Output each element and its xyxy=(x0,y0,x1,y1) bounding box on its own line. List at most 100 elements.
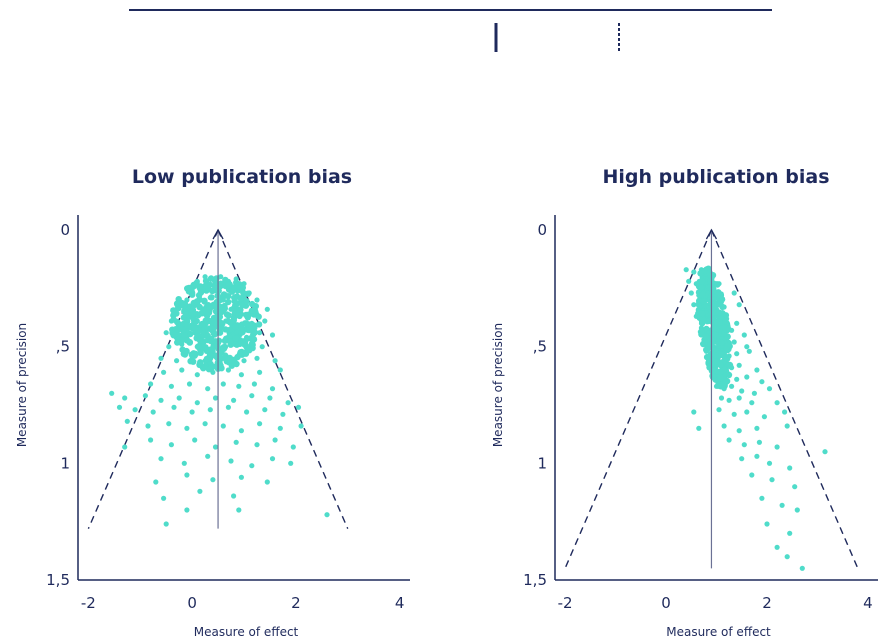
study-point xyxy=(109,390,115,396)
study-point xyxy=(194,343,202,350)
study-point xyxy=(171,404,177,410)
study-point xyxy=(324,512,330,518)
funnel-left-boundary xyxy=(564,229,713,569)
study-point xyxy=(241,339,249,347)
y-tick-label: 1 xyxy=(537,454,547,472)
study-point xyxy=(722,354,730,362)
study-point xyxy=(207,337,215,345)
study-point xyxy=(193,298,201,305)
study-point xyxy=(216,353,223,360)
study-point xyxy=(794,507,800,513)
study-point xyxy=(217,303,224,311)
study-point xyxy=(238,428,244,434)
study-point xyxy=(713,281,720,288)
study-point xyxy=(759,379,765,385)
funnel-left-boundary xyxy=(87,229,219,529)
study-point xyxy=(224,317,232,325)
study-point xyxy=(248,300,256,308)
study-point xyxy=(764,521,770,527)
study-point xyxy=(237,324,245,331)
study-point xyxy=(269,332,276,338)
study-point xyxy=(822,449,828,455)
study-point xyxy=(726,397,732,403)
study-point xyxy=(196,361,203,368)
study-point xyxy=(267,395,273,401)
study-point xyxy=(148,381,154,387)
study-point xyxy=(237,295,244,302)
study-point xyxy=(706,284,714,291)
study-point xyxy=(209,287,216,294)
study-point xyxy=(779,502,785,508)
study-point xyxy=(172,326,180,333)
y-tick-label: 0 xyxy=(537,221,547,239)
study-point xyxy=(232,335,240,342)
study-point xyxy=(700,298,708,305)
study-point xyxy=(688,290,694,296)
study-point xyxy=(236,284,244,291)
study-point xyxy=(686,278,692,284)
study-point xyxy=(288,460,294,466)
study-point xyxy=(784,423,790,429)
study-point xyxy=(721,423,727,429)
study-point xyxy=(799,565,805,571)
arrow-head-icon xyxy=(212,228,224,240)
y-tick-label: ,5 xyxy=(56,338,70,356)
study-point xyxy=(210,477,216,483)
study-point xyxy=(234,306,242,313)
study-point xyxy=(142,393,148,399)
study-point xyxy=(761,414,768,420)
x-tick-label: -2 xyxy=(81,594,96,612)
study-point xyxy=(251,329,258,336)
study-point xyxy=(226,338,234,345)
study-point xyxy=(214,313,221,320)
study-point xyxy=(179,367,185,373)
study-point xyxy=(698,310,706,317)
x-tick-label: 2 xyxy=(762,594,772,612)
study-point xyxy=(729,383,735,389)
study-point xyxy=(163,330,169,336)
study-point xyxy=(209,363,217,370)
study-point xyxy=(683,267,689,273)
study-point xyxy=(161,369,167,375)
study-point xyxy=(161,495,167,501)
y-axis-label: Measure of precision xyxy=(15,323,29,447)
study-point xyxy=(203,355,211,363)
study-point xyxy=(196,303,203,311)
study-point xyxy=(188,289,196,296)
x-tick-label: 0 xyxy=(187,594,197,612)
study-point xyxy=(736,428,742,434)
chart-title: Low publication bias xyxy=(132,166,352,188)
y-tick-label: 0 xyxy=(60,221,70,239)
study-point xyxy=(240,289,247,297)
study-point xyxy=(163,521,169,527)
study-point xyxy=(787,465,793,471)
study-point xyxy=(711,325,718,332)
study-point xyxy=(250,336,258,343)
study-point xyxy=(132,407,138,413)
study-point xyxy=(202,421,208,427)
study-point xyxy=(184,507,190,513)
study-point xyxy=(269,386,276,392)
study-point xyxy=(153,479,159,485)
study-point xyxy=(759,495,765,501)
study-point xyxy=(208,325,216,332)
study-point xyxy=(189,307,197,314)
study-point xyxy=(184,322,191,329)
study-point xyxy=(220,345,228,352)
study-point xyxy=(184,337,191,344)
study-point xyxy=(280,411,286,417)
study-point xyxy=(754,453,760,459)
study-point xyxy=(262,407,268,413)
study-point xyxy=(746,348,752,354)
study-point xyxy=(182,311,190,318)
study-point xyxy=(722,324,729,331)
study-point xyxy=(257,421,263,427)
study-point xyxy=(718,395,725,401)
study-point xyxy=(272,437,278,443)
study-point xyxy=(741,332,747,338)
chart-title: High publication bias xyxy=(602,166,829,188)
study-point xyxy=(251,381,257,387)
study-point xyxy=(228,362,235,369)
study-point xyxy=(756,439,763,445)
study-point xyxy=(244,409,250,415)
